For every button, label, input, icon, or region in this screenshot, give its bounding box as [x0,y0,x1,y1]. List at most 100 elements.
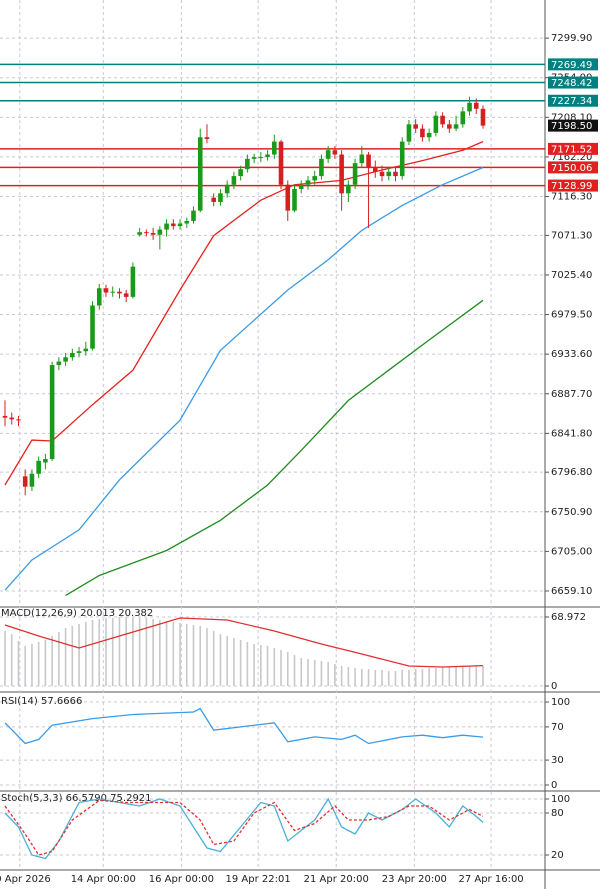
candle-body [137,232,142,235]
histogram-bar [361,668,363,686]
candle-body [480,108,486,126]
level-label-box [548,76,598,89]
histogram-bar [475,665,478,686]
x-tick-label: 23 Apr 20:00 [382,874,447,885]
y-tick-label: 7208.10 [551,112,592,123]
y-tick-label: 6841.80 [551,428,592,439]
histogram-bar [78,623,80,686]
candle-body [372,167,378,172]
indicator-line [4,707,484,745]
candle-body [157,229,163,235]
y-tick-label: 6979.50 [551,310,592,321]
histogram-bar [347,666,350,686]
candle-body [413,124,418,129]
histogram-bar [159,619,161,686]
candle-body [130,266,136,297]
histogram-bar [354,667,356,686]
histogram-bar [179,622,181,686]
y-tick-label: 6659.10 [551,586,592,597]
histogram-bar [340,665,343,686]
candle-body [49,365,55,460]
y-tick-label: 6887.70 [551,389,592,400]
histogram-bar [239,639,242,686]
candle-body [251,157,257,159]
histogram-bar [381,669,383,686]
candle-body [292,189,297,211]
histogram-bar [58,631,60,686]
histogram-bar [401,669,404,686]
histogram-bar [132,617,134,686]
candle-body [298,184,304,190]
histogram-bar [165,620,168,686]
candle-body [440,115,445,125]
indicator-line [4,617,484,668]
candle-body [184,220,190,224]
y-tick-label: 80 [551,808,564,819]
histogram-bar [421,668,424,686]
candle-body [164,223,169,230]
candle-body [110,291,116,293]
x-tick-label: 27 Apr 16:00 [458,874,523,885]
histogram-bar [428,667,430,686]
histogram-bar [105,617,107,686]
last-price-box [548,119,598,132]
candle-body [271,141,277,155]
candle-body [171,223,176,227]
histogram-bar [293,654,296,686]
histogram-bar [37,641,40,686]
level-label: 7227.34 [551,96,592,107]
candle-body [76,351,82,353]
histogram-bar [91,619,94,686]
histogram-bar [320,660,323,686]
candle-body [352,163,358,185]
y-tick-label: 6933.60 [551,349,592,360]
candle-body [366,154,371,168]
histogram-bar [482,665,484,686]
y-tick-label: 6796.80 [551,467,592,478]
candle-body [197,137,203,211]
histogram-bar [327,661,329,686]
histogram-bar [374,669,377,686]
candle-body [22,476,28,487]
histogram-bar [300,657,303,686]
candle-body [117,291,122,294]
candle-body [204,137,210,139]
histogram-bar [367,668,370,686]
histogram-bar [233,637,235,686]
candle-body [339,154,344,194]
y-tick-label: 100 [551,697,570,708]
histogram-bar [138,617,141,686]
candle-body [420,128,425,138]
y-tick-label: 20 [551,850,564,861]
histogram-bar [17,640,20,686]
y-tick-label: 7299.90 [551,33,592,44]
histogram-bar [64,627,67,686]
candle-body [56,361,62,366]
x-tick-label: 10 Apr 2026 [0,874,51,885]
candle-body [447,124,452,129]
y-tick-label: 6705.00 [551,546,592,557]
histogram-bar [307,658,309,686]
level-label: 7128.99 [551,181,592,192]
histogram-bar [84,621,87,686]
candle-body [379,171,385,177]
level-label-box [548,142,598,155]
candle-body [467,102,472,112]
histogram-bar [219,633,222,686]
candle-body [224,184,230,194]
candle-body [238,169,243,177]
y-tick-label: 30 [551,755,564,766]
level-label: 7248.42 [551,78,592,89]
indicator-title: Stoch(5,3,3) 66.5790 75.2921 [1,793,152,804]
candle-body [63,357,68,362]
histogram-bar [408,669,410,686]
x-tick-label: 14 Apr 00:00 [71,874,136,885]
indicator-line [4,799,484,856]
y-tick-label: 100 [551,794,570,805]
candle-body [386,171,392,177]
histogram-bar [212,630,215,686]
candle-body [123,293,129,297]
candle-body [359,154,365,164]
histogram-bar [286,651,289,686]
